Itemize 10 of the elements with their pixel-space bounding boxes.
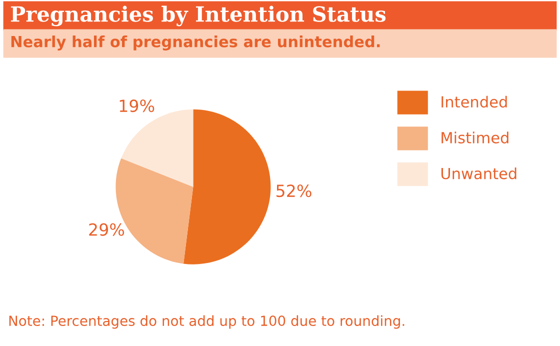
- chart-title: Pregnancies by Intention Status: [10, 6, 386, 26]
- chart-subtitle: Nearly half of pregnancies are unintended.: [11, 36, 380, 50]
- data-label: 29%: [89, 223, 124, 236]
- legend-label: Intended: [442, 96, 507, 108]
- text: Note: Percentages do not add up to 100 due to rounding.: [9, 315, 404, 329]
- legend-label: Mistimed: [442, 132, 508, 144]
- data-label: 52%: [276, 184, 312, 198]
- pie-slice: [183, 109, 271, 264]
- legend-label: Unwanted: [441, 167, 516, 180]
- data-label: 19%: [120, 100, 154, 112]
